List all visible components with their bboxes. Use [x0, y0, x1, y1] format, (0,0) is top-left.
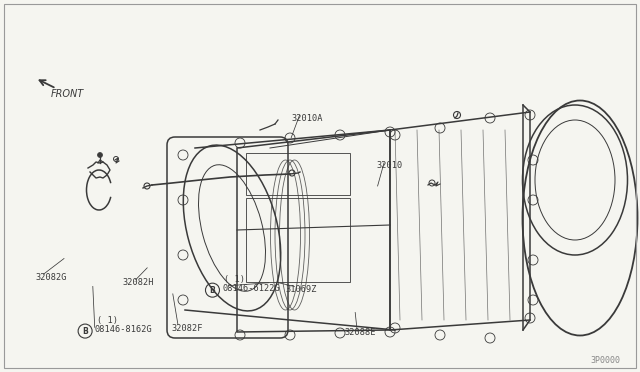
Text: 32082H: 32082H	[123, 278, 154, 287]
Text: 32010A: 32010A	[291, 114, 323, 123]
Text: 08146-6122G: 08146-6122G	[222, 284, 280, 293]
Text: ( 1): ( 1)	[224, 275, 245, 284]
Text: 32010: 32010	[376, 161, 403, 170]
Circle shape	[97, 153, 102, 157]
Text: 32088E: 32088E	[344, 328, 376, 337]
Text: 32082F: 32082F	[172, 324, 203, 333]
Text: 32082G: 32082G	[35, 273, 67, 282]
Text: 31069Z: 31069Z	[285, 285, 317, 294]
Text: B: B	[210, 286, 215, 295]
Text: FRONT: FRONT	[51, 89, 84, 99]
Text: B: B	[83, 327, 88, 336]
Text: 08146-8162G: 08146-8162G	[95, 325, 152, 334]
Text: 3P0000: 3P0000	[591, 356, 621, 365]
Text: ( 1): ( 1)	[97, 316, 118, 325]
